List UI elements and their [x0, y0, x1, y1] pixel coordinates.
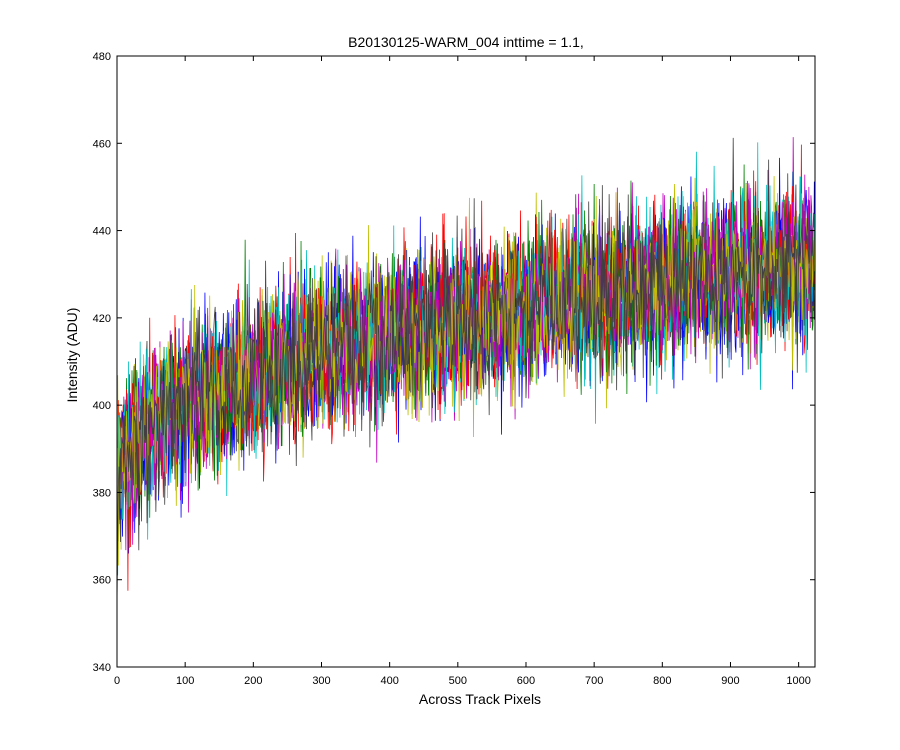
- axes-box: [116, 55, 816, 668]
- chart-title: B20130125-WARM_004 inttime = 1.1,: [348, 34, 584, 50]
- x-tick-label: 300: [312, 675, 330, 687]
- ticks-layer: 0 100 200 300 400 500 600 700 800 900 1000 340 360 38…: [93, 51, 815, 687]
- y-tick-label: 400: [93, 400, 111, 412]
- y-tick-label: 360: [93, 575, 111, 587]
- y-tick-label: 340: [93, 662, 111, 674]
- series-layer: [117, 137, 815, 607]
- x-tick-label: 900: [721, 675, 739, 687]
- y-tick-label: 480: [93, 51, 111, 63]
- x-tick-label: 400: [380, 675, 398, 687]
- x-tick-label: 0: [114, 675, 120, 687]
- y-axis-label: Intensity (ADU): [64, 308, 80, 403]
- x-tick-label: 700: [585, 675, 603, 687]
- y-tick-label: 460: [93, 138, 111, 150]
- x-tick-label: 100: [176, 675, 194, 687]
- series-line-13: [117, 176, 815, 566]
- series-line-14: [117, 159, 815, 607]
- x-tick-label: 800: [653, 675, 671, 687]
- x-tick-label: 1000: [786, 675, 810, 687]
- y-tick-label: 440: [93, 226, 111, 238]
- x-axis-label: Across Track Pixels: [419, 691, 541, 707]
- y-tick-label: 380: [93, 487, 111, 499]
- x-tick-label: 600: [517, 675, 535, 687]
- x-tick-label: 200: [244, 675, 262, 687]
- x-tick-label: 500: [449, 675, 467, 687]
- y-tick-label: 420: [93, 313, 111, 325]
